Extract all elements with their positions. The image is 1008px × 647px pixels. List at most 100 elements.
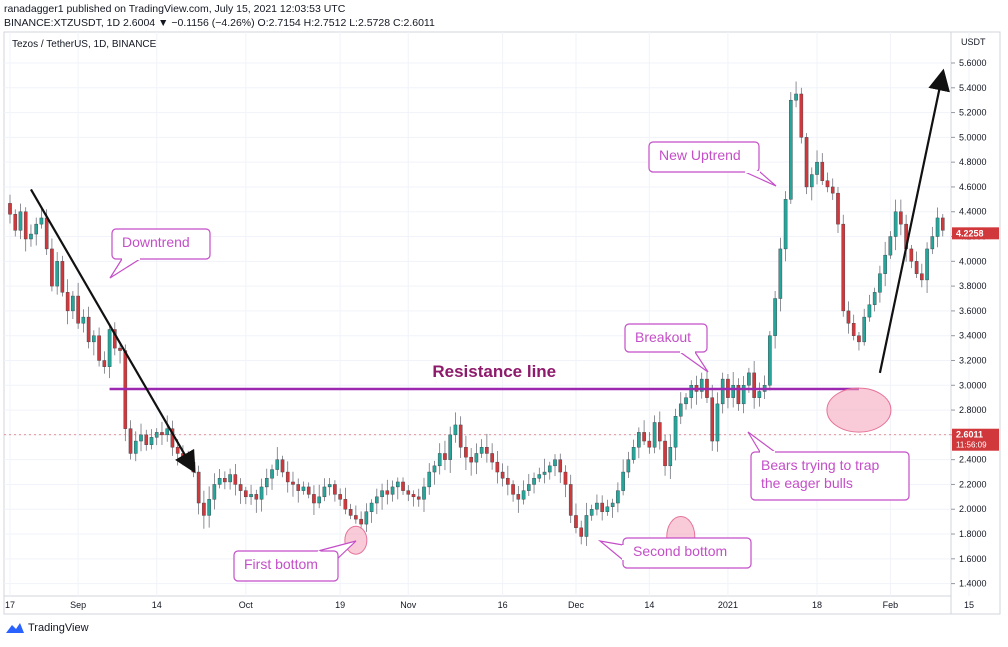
candle-body: [710, 397, 715, 442]
candle-body: [406, 490, 411, 495]
x-tick-label: 14: [152, 600, 162, 610]
downtrend-callout-box: [111, 228, 211, 260]
y-tick-label: 1.8000: [959, 529, 987, 539]
x-tick-label: 17: [5, 600, 15, 610]
candle-body: [757, 391, 762, 398]
candle-body: [527, 484, 531, 491]
candle-body: [830, 186, 835, 194]
candle-body: [809, 174, 814, 188]
y-tick-label: 4.0000: [959, 256, 987, 266]
uptrend-arrow: [878, 68, 950, 374]
candle-body: [270, 469, 274, 479]
breakout-callout-tail: [678, 351, 709, 373]
candle-body: [202, 502, 206, 516]
candle-body: [128, 428, 133, 454]
candle-body: [899, 211, 903, 225]
y-tick-label: 3.6000: [959, 306, 987, 316]
candle-body: [605, 506, 610, 512]
candle-body: [306, 486, 311, 495]
x-tick-label: 18: [812, 600, 822, 610]
candle-body: [86, 316, 91, 343]
candle-body: [207, 499, 211, 516]
candle-body: [118, 347, 122, 351]
candle-body: [778, 248, 783, 299]
candle-body: [23, 211, 28, 240]
candle-body: [364, 511, 369, 525]
candle-body: [600, 502, 604, 512]
breakout-callout: Breakout: [624, 323, 709, 373]
bears-callout-text: the eager bulls: [761, 475, 853, 491]
publish-info: ranadagger1 published on TradingView.com…: [4, 3, 346, 15]
downtrend-callout: Downtrend: [109, 228, 211, 279]
candle-body: [731, 385, 735, 398]
candle-body: [212, 484, 217, 500]
y-tick-label: 5.4000: [959, 83, 987, 93]
footer[interactable]: TradingView: [6, 622, 89, 634]
candle-body: [81, 316, 86, 324]
candle-body: [97, 335, 101, 361]
candle-body: [883, 254, 887, 274]
last-price-tag: 2.6011: [956, 430, 983, 440]
candle-body: [338, 494, 342, 500]
candle-body: [427, 471, 432, 488]
candle-body: [678, 403, 683, 417]
new-uptrend-callout-tail: [744, 171, 777, 187]
y-tick-label: 2.8000: [959, 405, 987, 415]
last-price-tag-bg: [952, 428, 999, 451]
candle-body: [390, 486, 395, 495]
y-tick-label: 2.4000: [959, 455, 987, 465]
candle-body: [55, 261, 59, 287]
x-tick-label: Sep: [70, 600, 86, 610]
candle-body: [175, 447, 180, 454]
candle-body: [867, 304, 872, 318]
candle-body: [165, 428, 170, 436]
candle-body: [537, 474, 542, 479]
candle-body: [563, 471, 568, 485]
grid: [3, 31, 1001, 615]
candle-body: [647, 440, 652, 448]
candle-body: [500, 471, 505, 479]
new-uptrend-callout-box: [648, 141, 760, 173]
candle-body: [783, 199, 788, 250]
candle-body: [301, 486, 306, 491]
candle-body: [432, 465, 437, 473]
candle-body: [322, 486, 327, 498]
candle-body: [296, 484, 301, 491]
candle-body: [18, 211, 23, 231]
plot-frame: [3, 31, 952, 597]
x-tick-label: 14: [644, 600, 654, 610]
candle-body: [60, 261, 65, 293]
candle-body: [107, 329, 112, 367]
second-bottom-callout-tail: [597, 540, 624, 562]
candle-body: [233, 474, 238, 485]
candle-body: [736, 385, 741, 405]
candle-body: [532, 478, 536, 485]
chart-header: ranadagger1 published on TradingView.com…: [4, 2, 435, 30]
candle-body: [878, 273, 882, 293]
candle-body: [254, 494, 259, 500]
x-tick-label: Nov: [400, 600, 417, 610]
candle-body: [149, 437, 154, 445]
price-tag-2: 4.2258: [956, 228, 984, 238]
y-tick-label: 3.4000: [959, 331, 987, 341]
candle-body: [139, 434, 143, 442]
y-tick-label: 3.0000: [959, 380, 987, 390]
candle-body: [663, 440, 667, 467]
axes: 1.4000 1.6000 1.8000 2.0000 2.2000 2.4000 2.60…: [5, 37, 999, 610]
candle-body: [469, 456, 473, 463]
candle-body: [375, 496, 379, 504]
candle-body: [893, 211, 898, 237]
candle-body: [857, 335, 861, 343]
candle-body: [44, 217, 49, 250]
candle-body: [631, 447, 636, 460]
candle-body: [343, 499, 348, 510]
candle-body: [862, 316, 866, 343]
candle-body: [768, 335, 772, 386]
candle-body: [327, 484, 332, 488]
candle-body: [935, 217, 940, 237]
candle-body: [71, 295, 75, 312]
candle-body: [699, 378, 704, 392]
symbol-ohlc-line: BINANCE:XTZUSDT, 1D 2.6004 ▼ −0.1156 (−4…: [4, 17, 435, 29]
candle-body: [815, 161, 819, 175]
